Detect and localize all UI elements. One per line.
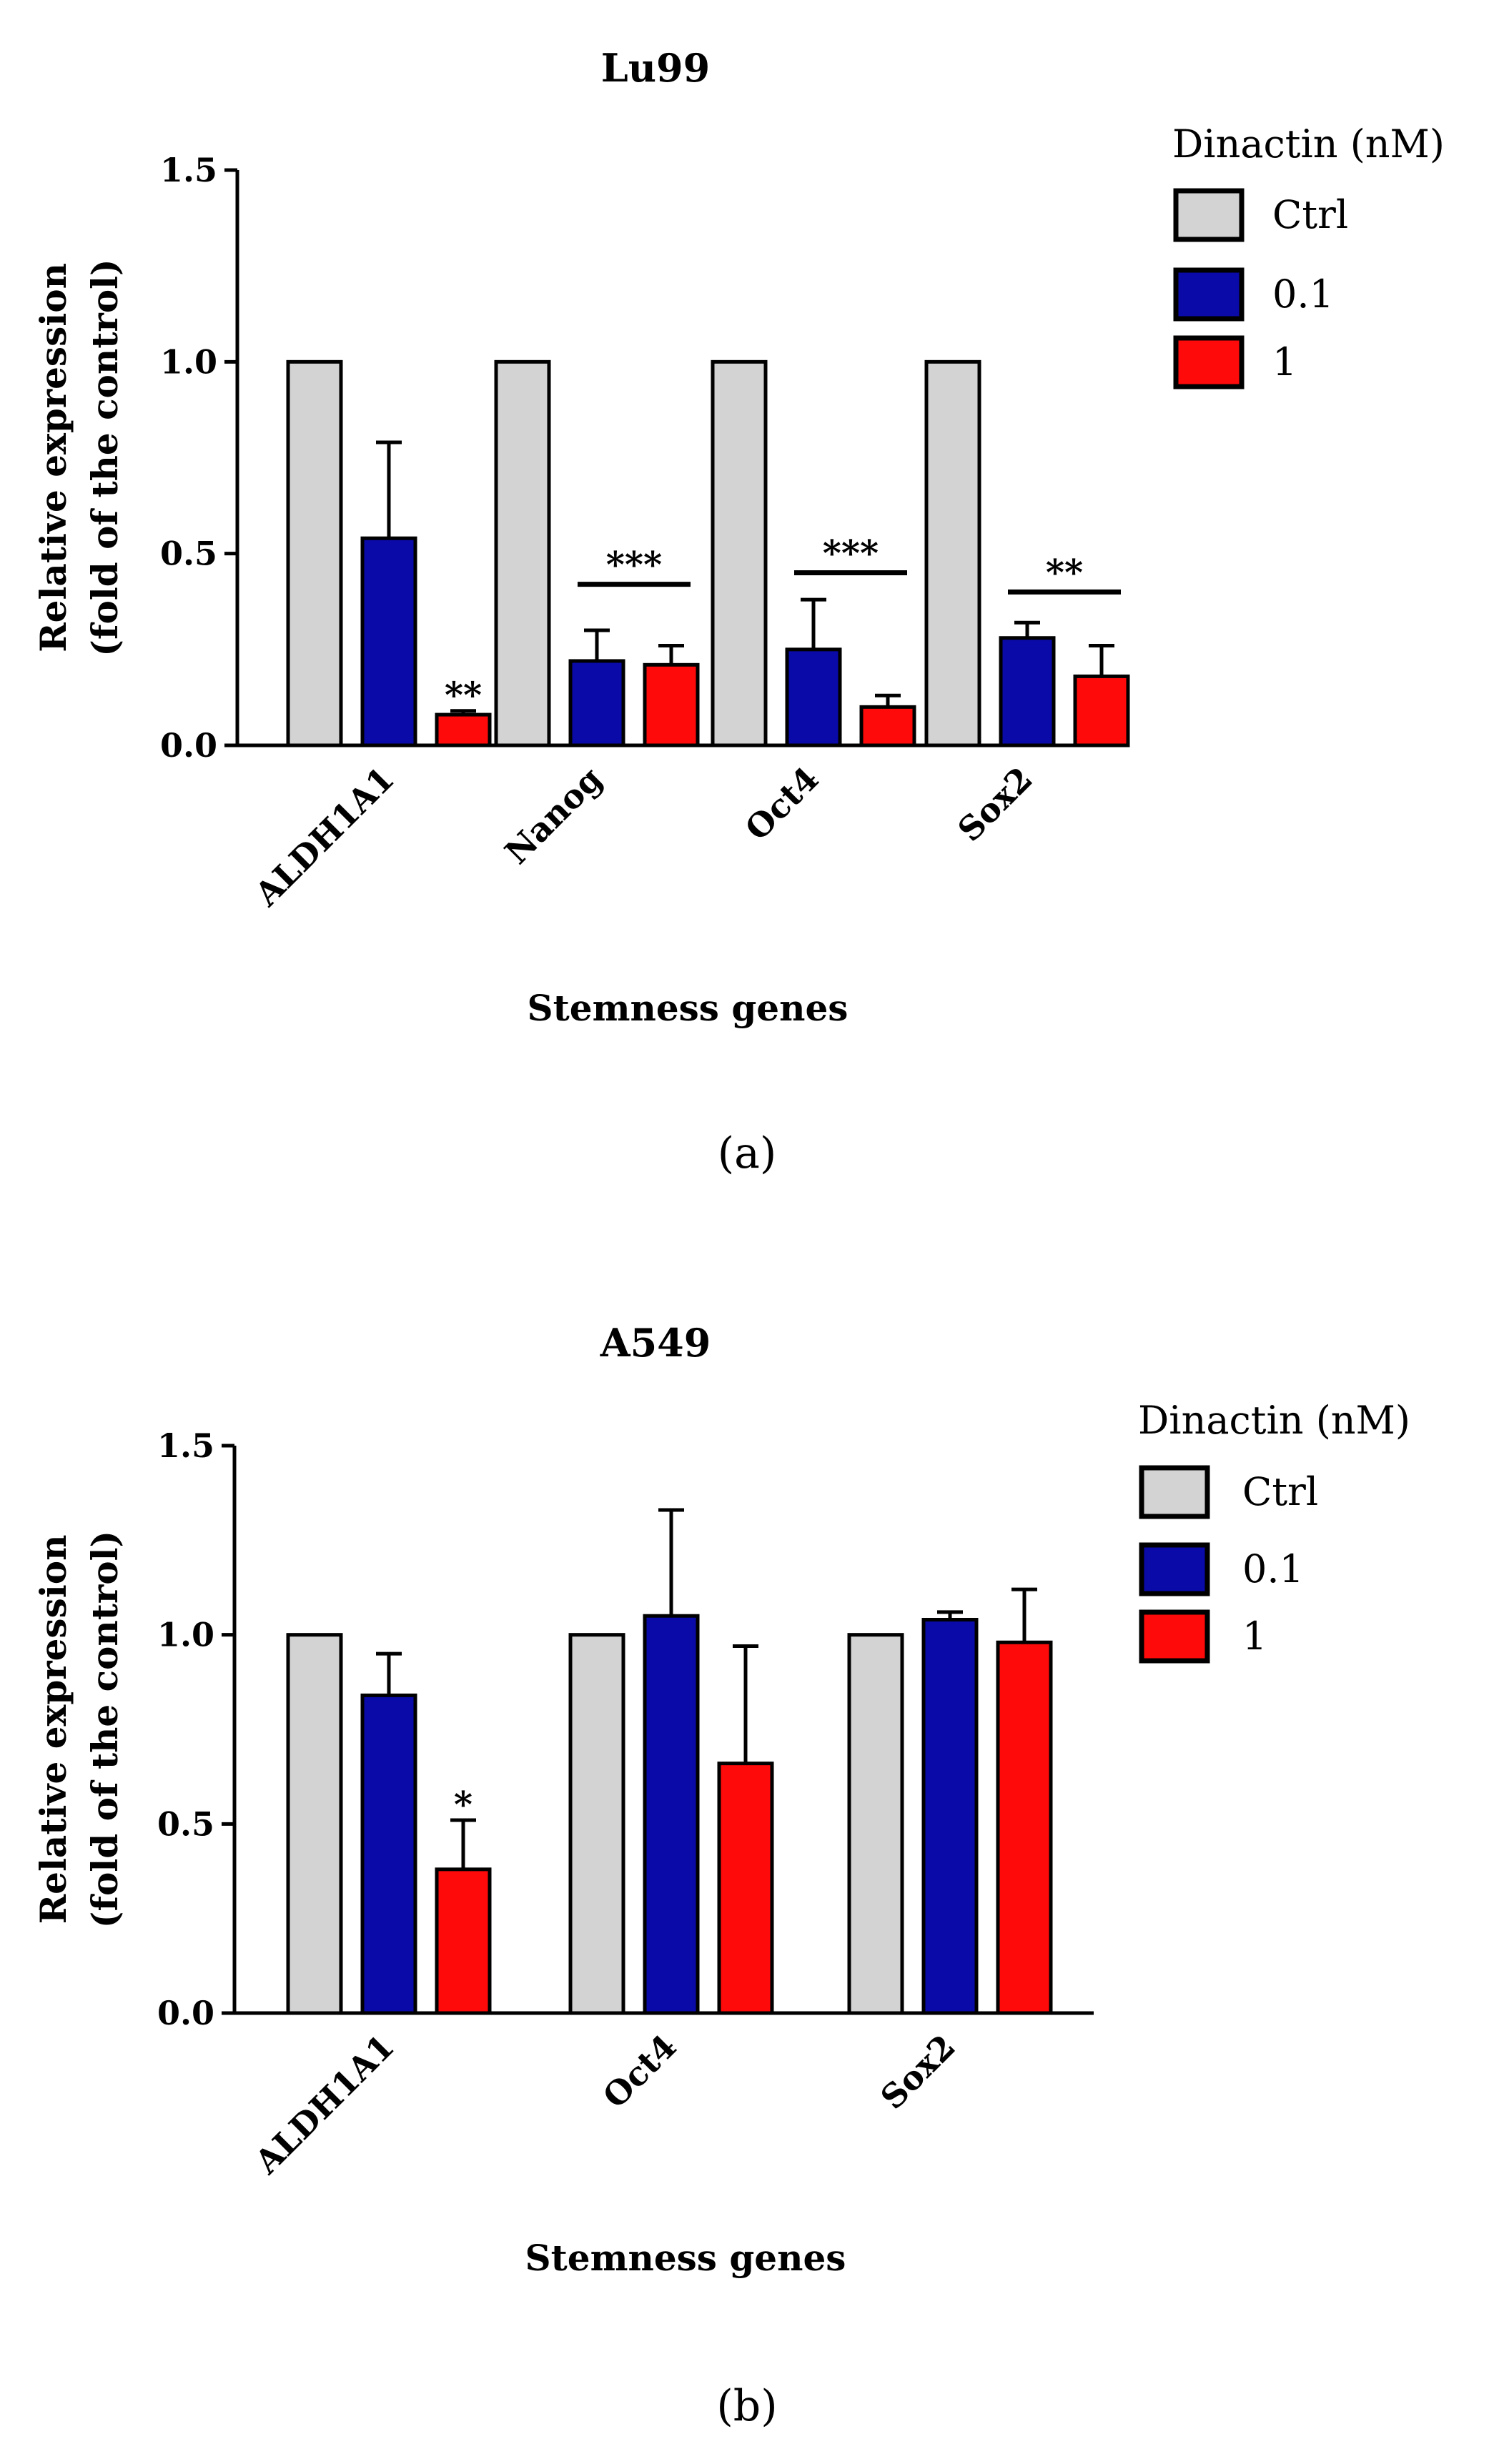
bar-sox2-ctrl xyxy=(847,1633,904,2015)
y-axis-title-line-2: (fold of the control) xyxy=(84,1531,126,1928)
x-category-label: Sox2 xyxy=(873,2027,962,2117)
legend-label: 1 xyxy=(1242,1614,1267,1659)
legend-swatch-1 xyxy=(1139,1609,1210,1664)
legend-title: Dinactin (nM) xyxy=(1138,1398,1410,1443)
legend-label: Ctrl xyxy=(1272,192,1348,237)
y-tick-label: 0.5 xyxy=(160,535,217,573)
significance-label: *** xyxy=(823,532,879,575)
y-tick-label: 0.0 xyxy=(157,1994,214,2032)
y-axis-title-line-1: Relative expression xyxy=(32,263,74,652)
y-axis-title-line-1: Relative expression xyxy=(32,1535,74,1924)
bar-aldh1a1-ctrl xyxy=(286,359,343,747)
significance-label: * xyxy=(454,1783,473,1825)
x-axis-title: Stemness genes xyxy=(525,2237,846,2279)
bar-aldh1a1-0_1 xyxy=(360,1693,417,2015)
legend-swatch-0_1 xyxy=(1173,267,1245,322)
bar-aldh1a1-1 xyxy=(435,1867,492,2015)
bar-aldh1a1-1 xyxy=(435,712,492,747)
bar-sox2-ctrl xyxy=(924,359,981,747)
y-tick-label: 1.5 xyxy=(160,151,217,189)
x-category-label: Oct4 xyxy=(738,760,826,848)
legend-label: 0.1 xyxy=(1242,1546,1304,1591)
x-category-label: Sox2 xyxy=(950,760,1039,849)
bar-oct4-0_1 xyxy=(643,1614,700,2015)
x-axis-title: Stemness genes xyxy=(528,987,849,1029)
x-category-label: ALDH1A1 xyxy=(247,2027,401,2182)
legend-label: 0.1 xyxy=(1272,272,1334,317)
significance-label: *** xyxy=(606,544,662,586)
x-category-label: ALDH1A1 xyxy=(247,760,401,914)
legend-swatch-ctrl xyxy=(1173,188,1245,242)
panel-label: (b) xyxy=(716,2381,777,2431)
y-tick-label: 1.0 xyxy=(160,342,217,381)
x-category-label: Oct4 xyxy=(595,2027,684,2116)
y-tick-label: 0.0 xyxy=(160,726,217,765)
legend-title: Dinactin (nM) xyxy=(1172,121,1445,167)
significance-label: ** xyxy=(1046,551,1083,593)
bar-nanog-0_1 xyxy=(568,659,625,747)
chart-title: Lu99 xyxy=(601,45,710,91)
y-axis-title-line-2: (fold of the control) xyxy=(84,259,126,656)
chart-title: A549 xyxy=(600,1320,711,1366)
legend-swatch-ctrl xyxy=(1139,1465,1210,1519)
bar-sox2-1 xyxy=(996,1640,1053,2015)
legend-swatch-0_1 xyxy=(1139,1542,1210,1596)
bar-oct4-ctrl xyxy=(711,359,768,747)
x-category-label: Nanog xyxy=(498,760,610,872)
legend-swatch-1 xyxy=(1173,335,1245,389)
bar-oct4-1 xyxy=(717,1762,774,2015)
legend: Dinactin (nM) Ctrl 0.1 1 xyxy=(1172,121,1445,389)
chart-panel-2: A549 0.0 0.5 1.0 1.5 Relative expression (fold… xyxy=(32,1320,1410,2431)
bar-aldh1a1-ctrl xyxy=(286,1633,343,2015)
panel-label: (a) xyxy=(718,1128,777,1178)
y-tick-label: 0.5 xyxy=(157,1804,214,1843)
bar-oct4-1 xyxy=(859,705,916,747)
chart-panel-1: Lu99 0.0 0.5 1.0 1.5 Relative expression (fold… xyxy=(32,45,1445,1178)
y-tick-label: 1.5 xyxy=(157,1426,214,1465)
bar-oct4-0_1 xyxy=(785,647,842,747)
legend: Dinactin (nM) Ctrl 0.1 1 xyxy=(1138,1398,1410,1664)
significance-label: ** xyxy=(445,674,482,716)
bar-nanog-1 xyxy=(643,662,700,747)
bar-sox2-0_1 xyxy=(999,636,1056,747)
bar-nanog-ctrl xyxy=(494,359,551,747)
legend-label: 1 xyxy=(1272,339,1297,384)
bar-sox2-1 xyxy=(1073,674,1130,747)
y-tick-label: 1.0 xyxy=(157,1616,214,1654)
bar-sox2-0_1 xyxy=(921,1617,979,2015)
legend-label: Ctrl xyxy=(1242,1469,1318,1514)
bar-aldh1a1-0_1 xyxy=(360,536,417,747)
bar-oct4-ctrl xyxy=(568,1633,625,2015)
